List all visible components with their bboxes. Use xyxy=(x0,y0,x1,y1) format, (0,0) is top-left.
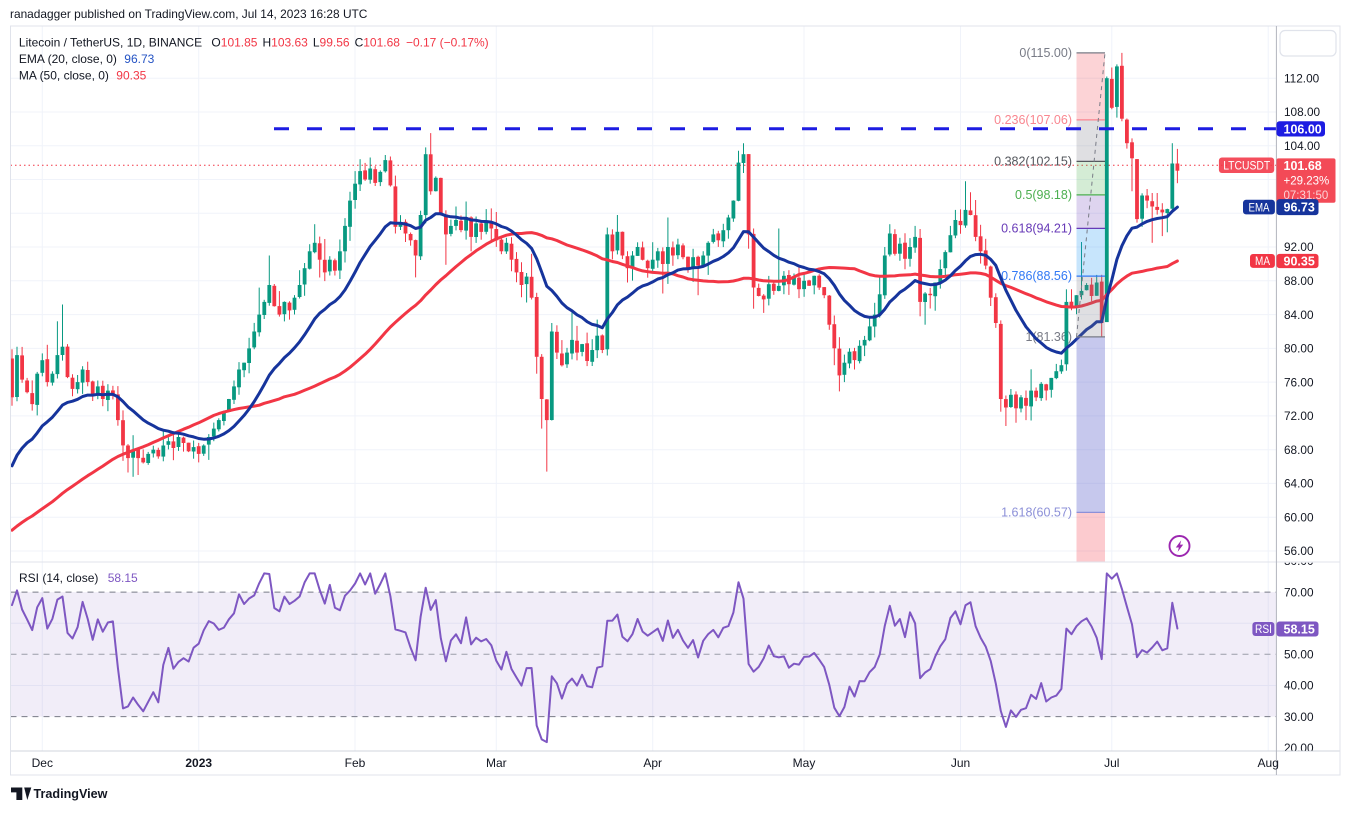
svg-text:64.00: 64.00 xyxy=(1284,477,1314,491)
svg-text:20.00: 20.00 xyxy=(1284,741,1314,755)
svg-text:92.00: 92.00 xyxy=(1284,240,1314,254)
svg-text:0.786(88.56): 0.786(88.56) xyxy=(1001,269,1072,283)
svg-text:EMA (20, close, 0) 96.73: EMA (20, close, 0) 96.73 xyxy=(19,52,155,66)
svg-text:56.00: 56.00 xyxy=(1284,544,1314,558)
svg-text:0.5(98.18): 0.5(98.18) xyxy=(1015,188,1072,202)
svg-text:Feb: Feb xyxy=(345,756,366,770)
svg-text:58.15: 58.15 xyxy=(1284,622,1315,636)
svg-text:112.00: 112.00 xyxy=(1284,71,1320,85)
svg-text:TradingView: TradingView xyxy=(34,787,108,801)
svg-text:1.618(60.57): 1.618(60.57) xyxy=(1001,505,1072,519)
svg-text:88.00: 88.00 xyxy=(1284,274,1314,288)
svg-text:84.00: 84.00 xyxy=(1284,308,1314,322)
svg-text:Jun: Jun xyxy=(951,756,970,770)
svg-text:2023: 2023 xyxy=(185,756,212,770)
svg-text:+29.23%: +29.23% xyxy=(1284,175,1330,187)
svg-text:80.00: 80.00 xyxy=(1284,342,1314,356)
svg-text:104.00: 104.00 xyxy=(1284,139,1321,153)
svg-text:101.68: 101.68 xyxy=(1284,159,1322,173)
svg-text:0(115.00): 0(115.00) xyxy=(1019,46,1072,60)
svg-text:0.382(102.15): 0.382(102.15) xyxy=(994,154,1072,168)
svg-text:Mar: Mar xyxy=(486,756,507,770)
svg-text:50.00: 50.00 xyxy=(1284,648,1314,662)
svg-text:Apr: Apr xyxy=(643,756,662,770)
svg-text:Dec: Dec xyxy=(32,756,53,770)
svg-text:108.00: 108.00 xyxy=(1284,105,1321,119)
svg-text:0.618(94.21): 0.618(94.21) xyxy=(1001,221,1072,235)
svg-text:EMA: EMA xyxy=(1249,202,1270,214)
svg-text:60.00: 60.00 xyxy=(1284,510,1314,524)
svg-text:May: May xyxy=(793,756,816,770)
svg-text:90.35: 90.35 xyxy=(1284,254,1315,268)
svg-text:76.00: 76.00 xyxy=(1284,375,1314,389)
svg-text:70.00: 70.00 xyxy=(1284,585,1314,599)
svg-text:106.00: 106.00 xyxy=(1284,122,1322,136)
svg-text:40.00: 40.00 xyxy=(1284,679,1314,693)
svg-text:RSI (14, close) 58.15: RSI (14, close) 58.15 xyxy=(19,571,138,585)
svg-text:68.00: 68.00 xyxy=(1284,443,1314,457)
svg-text:96.73: 96.73 xyxy=(1284,201,1315,215)
svg-text:72.00: 72.00 xyxy=(1284,409,1314,423)
svg-text:30.00: 30.00 xyxy=(1284,710,1314,724)
svg-text:LTCUSDT: LTCUSDT xyxy=(1223,160,1270,172)
svg-text:Litecoin / TetherUS, 1D, BINAN: Litecoin / TetherUS, 1D, BINANCE O101.85… xyxy=(19,36,489,50)
svg-text:ranadagger published on Tradin: ranadagger published on TradingView.com,… xyxy=(10,7,368,21)
svg-text:RSI: RSI xyxy=(1255,624,1272,636)
svg-text:80.00: 80.00 xyxy=(1284,554,1314,568)
svg-text:Jul: Jul xyxy=(1104,756,1119,770)
svg-text:0.236(107.06): 0.236(107.06) xyxy=(994,113,1072,127)
svg-text:07:31:50: 07:31:50 xyxy=(1284,190,1329,202)
svg-text:Aug: Aug xyxy=(1258,756,1279,770)
svg-text:MA (50, close, 0) 90.35: MA (50, close, 0) 90.35 xyxy=(19,69,147,83)
svg-text:MA: MA xyxy=(1255,256,1270,268)
